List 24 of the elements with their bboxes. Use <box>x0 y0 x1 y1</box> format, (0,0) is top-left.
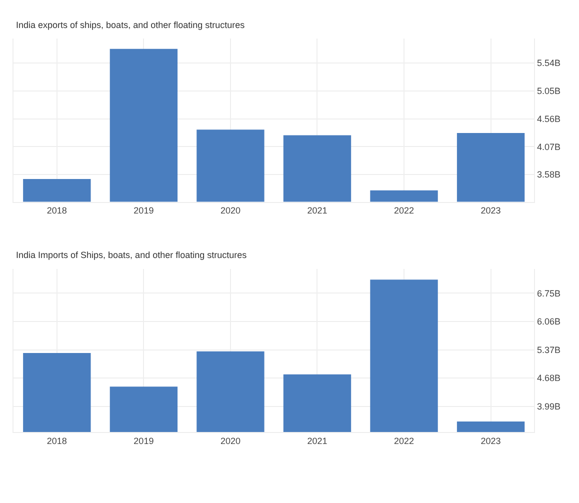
y-tick-label: 5.54B <box>536 58 560 68</box>
x-tick-label: 2019 <box>134 436 154 446</box>
x-tick-label: 2021 <box>307 436 328 446</box>
x-tick-label: 2022 <box>394 436 414 446</box>
x-tick-label: 2019 <box>134 206 154 216</box>
y-tick-label: 3.58B <box>536 170 560 180</box>
x-tick-label: 2022 <box>394 206 414 216</box>
y-tick-label: 5.05B <box>536 86 560 96</box>
y-tick-label: 3.99B <box>536 402 560 412</box>
y-tick-label: 4.68B <box>536 373 560 384</box>
chart-title: India Imports of Ships, boats, and other floating structures <box>16 250 248 260</box>
y-tick-label: 6.75B <box>536 288 560 298</box>
x-tick-label: 2023 <box>480 436 501 446</box>
y-tick-label: 4.07B <box>536 142 560 152</box>
y-tick-label: 5.37B <box>536 344 560 355</box>
y-tick-label: 4.56B <box>536 114 560 124</box>
chart-title: India exports of ships, boats, and other floating structures <box>16 20 246 30</box>
x-tick-label: 2018 <box>46 436 67 446</box>
x-tick-label: 2021 <box>307 206 328 216</box>
x-tick-label: 2020 <box>220 436 240 446</box>
x-tick-label: 2023 <box>480 206 501 216</box>
y-tick-label: 6.06B <box>536 316 560 327</box>
x-tick-label: 2020 <box>220 206 240 216</box>
x-tick-label: 2018 <box>46 206 67 216</box>
